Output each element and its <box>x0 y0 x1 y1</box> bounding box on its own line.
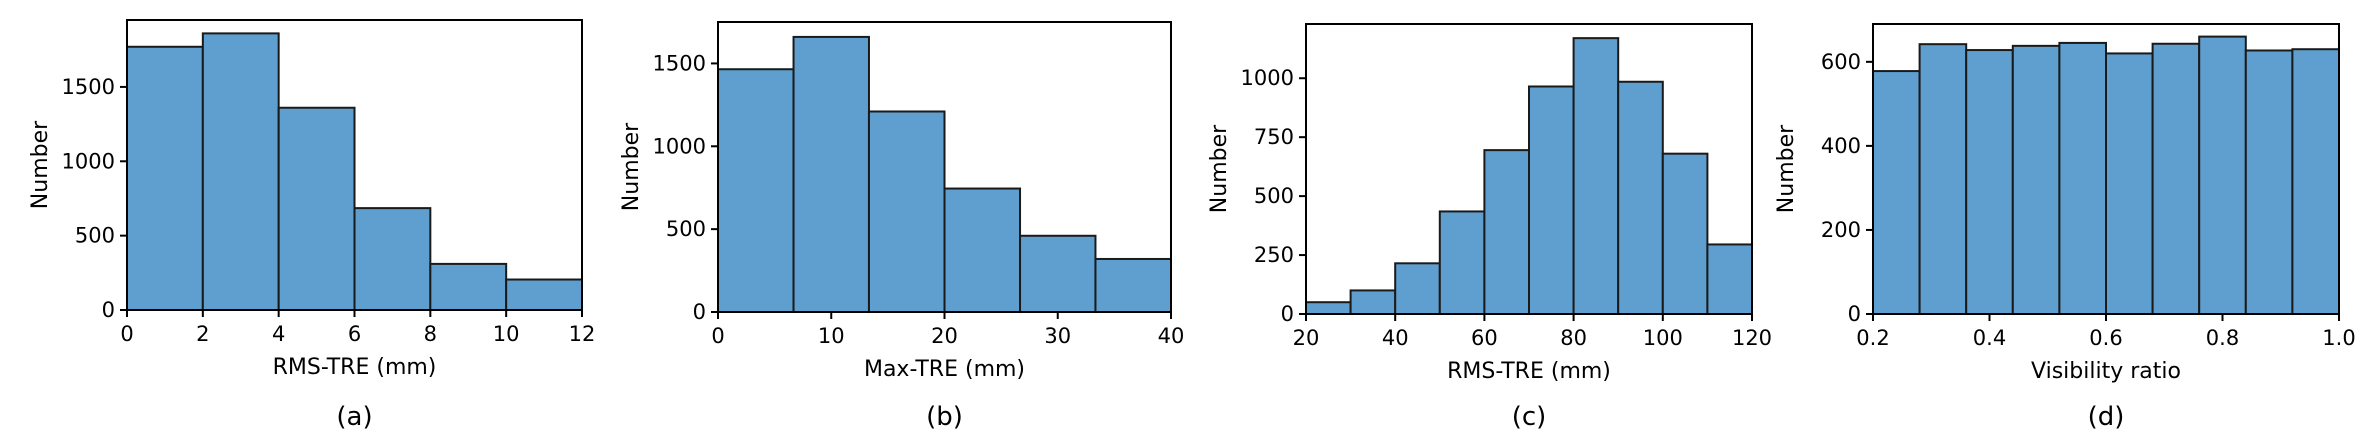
x-tick-label: 100 <box>1643 326 1683 350</box>
x-tick-label: 0 <box>711 324 724 348</box>
x-tick-label: 10 <box>493 322 520 346</box>
histogram-bar <box>1572 37 1620 316</box>
x-tick-label: 30 <box>1044 324 1071 348</box>
x-tick-label: 6 <box>348 322 361 346</box>
y-tick-label: 1000 <box>653 134 706 158</box>
subplot-caption: (d) <box>2088 402 2125 432</box>
histogram-bar <box>2058 41 2107 315</box>
x-tick-label: 8 <box>424 322 437 346</box>
histogram-bar <box>1918 43 1968 315</box>
histogram-bar <box>1019 234 1097 313</box>
histogram-bar <box>792 35 870 314</box>
histogram-bar <box>2011 44 2061 315</box>
histogram-bar <box>429 262 508 311</box>
y-tick-label: 250 <box>1254 243 1294 267</box>
subplot-a: 0 2 4 6 8 10 12 0 500 1000 1500 RMS-TRE (mm) Number (… <box>28 19 596 432</box>
x-tick-label: 0.2 <box>1856 326 1889 350</box>
x-axis-label: RMS-TRE (mm) <box>273 355 437 380</box>
histogram-bar <box>867 110 946 313</box>
subplot-c: 20 40 60 80 100 120 0 250 500 750 1000 RMS-TRE (mm)… <box>1207 23 1772 432</box>
histogram-bar <box>353 207 432 311</box>
y-tick-label: 0 <box>693 300 706 324</box>
y-tick-label: 1000 <box>1241 66 1294 90</box>
histogram-bar <box>201 32 280 312</box>
subplot-caption: (a) <box>336 402 372 432</box>
histogram-bar <box>1661 152 1709 315</box>
y-tick-label: 1500 <box>653 51 706 75</box>
histogram-bar <box>1528 85 1575 315</box>
y-axis-label: Number <box>1207 124 1232 213</box>
y-tick-label: 0 <box>1281 302 1294 326</box>
histogram-bar <box>1349 289 1397 315</box>
x-tick-label: 0.4 <box>1973 326 2006 350</box>
y-tick-label: 500 <box>1254 184 1294 208</box>
y-tick-label: 1000 <box>62 149 115 173</box>
plot-frame <box>1305 23 1753 315</box>
histogram-bar <box>2105 52 2154 315</box>
x-axis-label: RMS-TRE (mm) <box>1447 359 1611 384</box>
x-tick-label: 0.8 <box>2206 326 2239 350</box>
x-tick-label: 40 <box>1158 324 1185 348</box>
histogram-bar <box>1483 149 1531 315</box>
histogram-bar <box>1438 210 1486 315</box>
x-tick-label: 4 <box>272 322 285 346</box>
y-axis-label: Number <box>619 122 644 211</box>
subplot-d: 0.2 0.4 0.6 0.8 1.0 0 200 400 600 Visibility rati… <box>1774 23 2356 432</box>
subplot-b: 0 10 20 30 40 0 500 1000 1500 Max-TRE (mm) Number (… <box>619 21 1185 432</box>
x-tick-label: 0 <box>120 322 133 346</box>
x-tick-label: 20 <box>931 324 958 348</box>
x-tick-label: 10 <box>818 324 845 348</box>
y-tick-label: 0 <box>1848 302 1861 326</box>
histogram-bar <box>1617 80 1664 316</box>
y-tick-label: 500 <box>666 217 706 241</box>
histogram-bar <box>2198 35 2247 315</box>
histogram-bar <box>1965 49 2014 315</box>
x-tick-label: 40 <box>1382 326 1409 350</box>
y-tick-label: 750 <box>1254 125 1294 149</box>
histogram-bar <box>1872 70 1921 315</box>
x-axis-label: Visibility ratio <box>2031 359 2181 384</box>
x-tick-label: 120 <box>1732 326 1772 350</box>
y-tick-label: 1500 <box>62 75 115 99</box>
histogram-bar <box>2244 49 2294 315</box>
x-tick-label: 12 <box>569 322 596 346</box>
y-tick-label: 0 <box>102 298 115 322</box>
histogram-bar <box>126 45 204 312</box>
y-tick-label: 400 <box>1821 134 1861 158</box>
subplot-caption: (b) <box>926 402 963 432</box>
histogram-bar <box>1094 257 1173 314</box>
x-tick-label: 1.0 <box>2322 326 2355 350</box>
subplot-caption: (c) <box>1512 402 1547 432</box>
histogram-bar <box>1706 243 1754 316</box>
y-axis-label: Number <box>28 120 53 209</box>
histogram-bar <box>1394 262 1441 315</box>
x-tick-label: 0.6 <box>2089 326 2122 350</box>
x-tick-label: 60 <box>1471 326 1498 350</box>
histogram-bar <box>1305 301 1352 316</box>
histogram-bar <box>2151 42 2201 315</box>
x-tick-label: 80 <box>1560 326 1587 350</box>
x-axis-label: Max-TRE (mm) <box>864 357 1025 382</box>
x-tick-label: 2 <box>196 322 209 346</box>
y-tick-label: 600 <box>1821 50 1861 74</box>
histogram-bar <box>2291 48 2340 316</box>
y-axis-label: Number <box>1774 124 1799 213</box>
y-tick-label: 500 <box>75 224 115 248</box>
histogram-bar <box>943 187 1022 314</box>
histogram-bar <box>505 278 583 311</box>
y-tick-label: 200 <box>1821 218 1861 242</box>
histogram-bar <box>717 68 795 313</box>
histogram-bar <box>277 106 356 311</box>
x-tick-label: 20 <box>1293 326 1320 350</box>
